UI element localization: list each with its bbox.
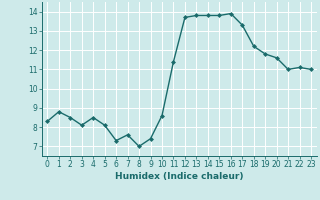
X-axis label: Humidex (Indice chaleur): Humidex (Indice chaleur) [115, 172, 244, 181]
